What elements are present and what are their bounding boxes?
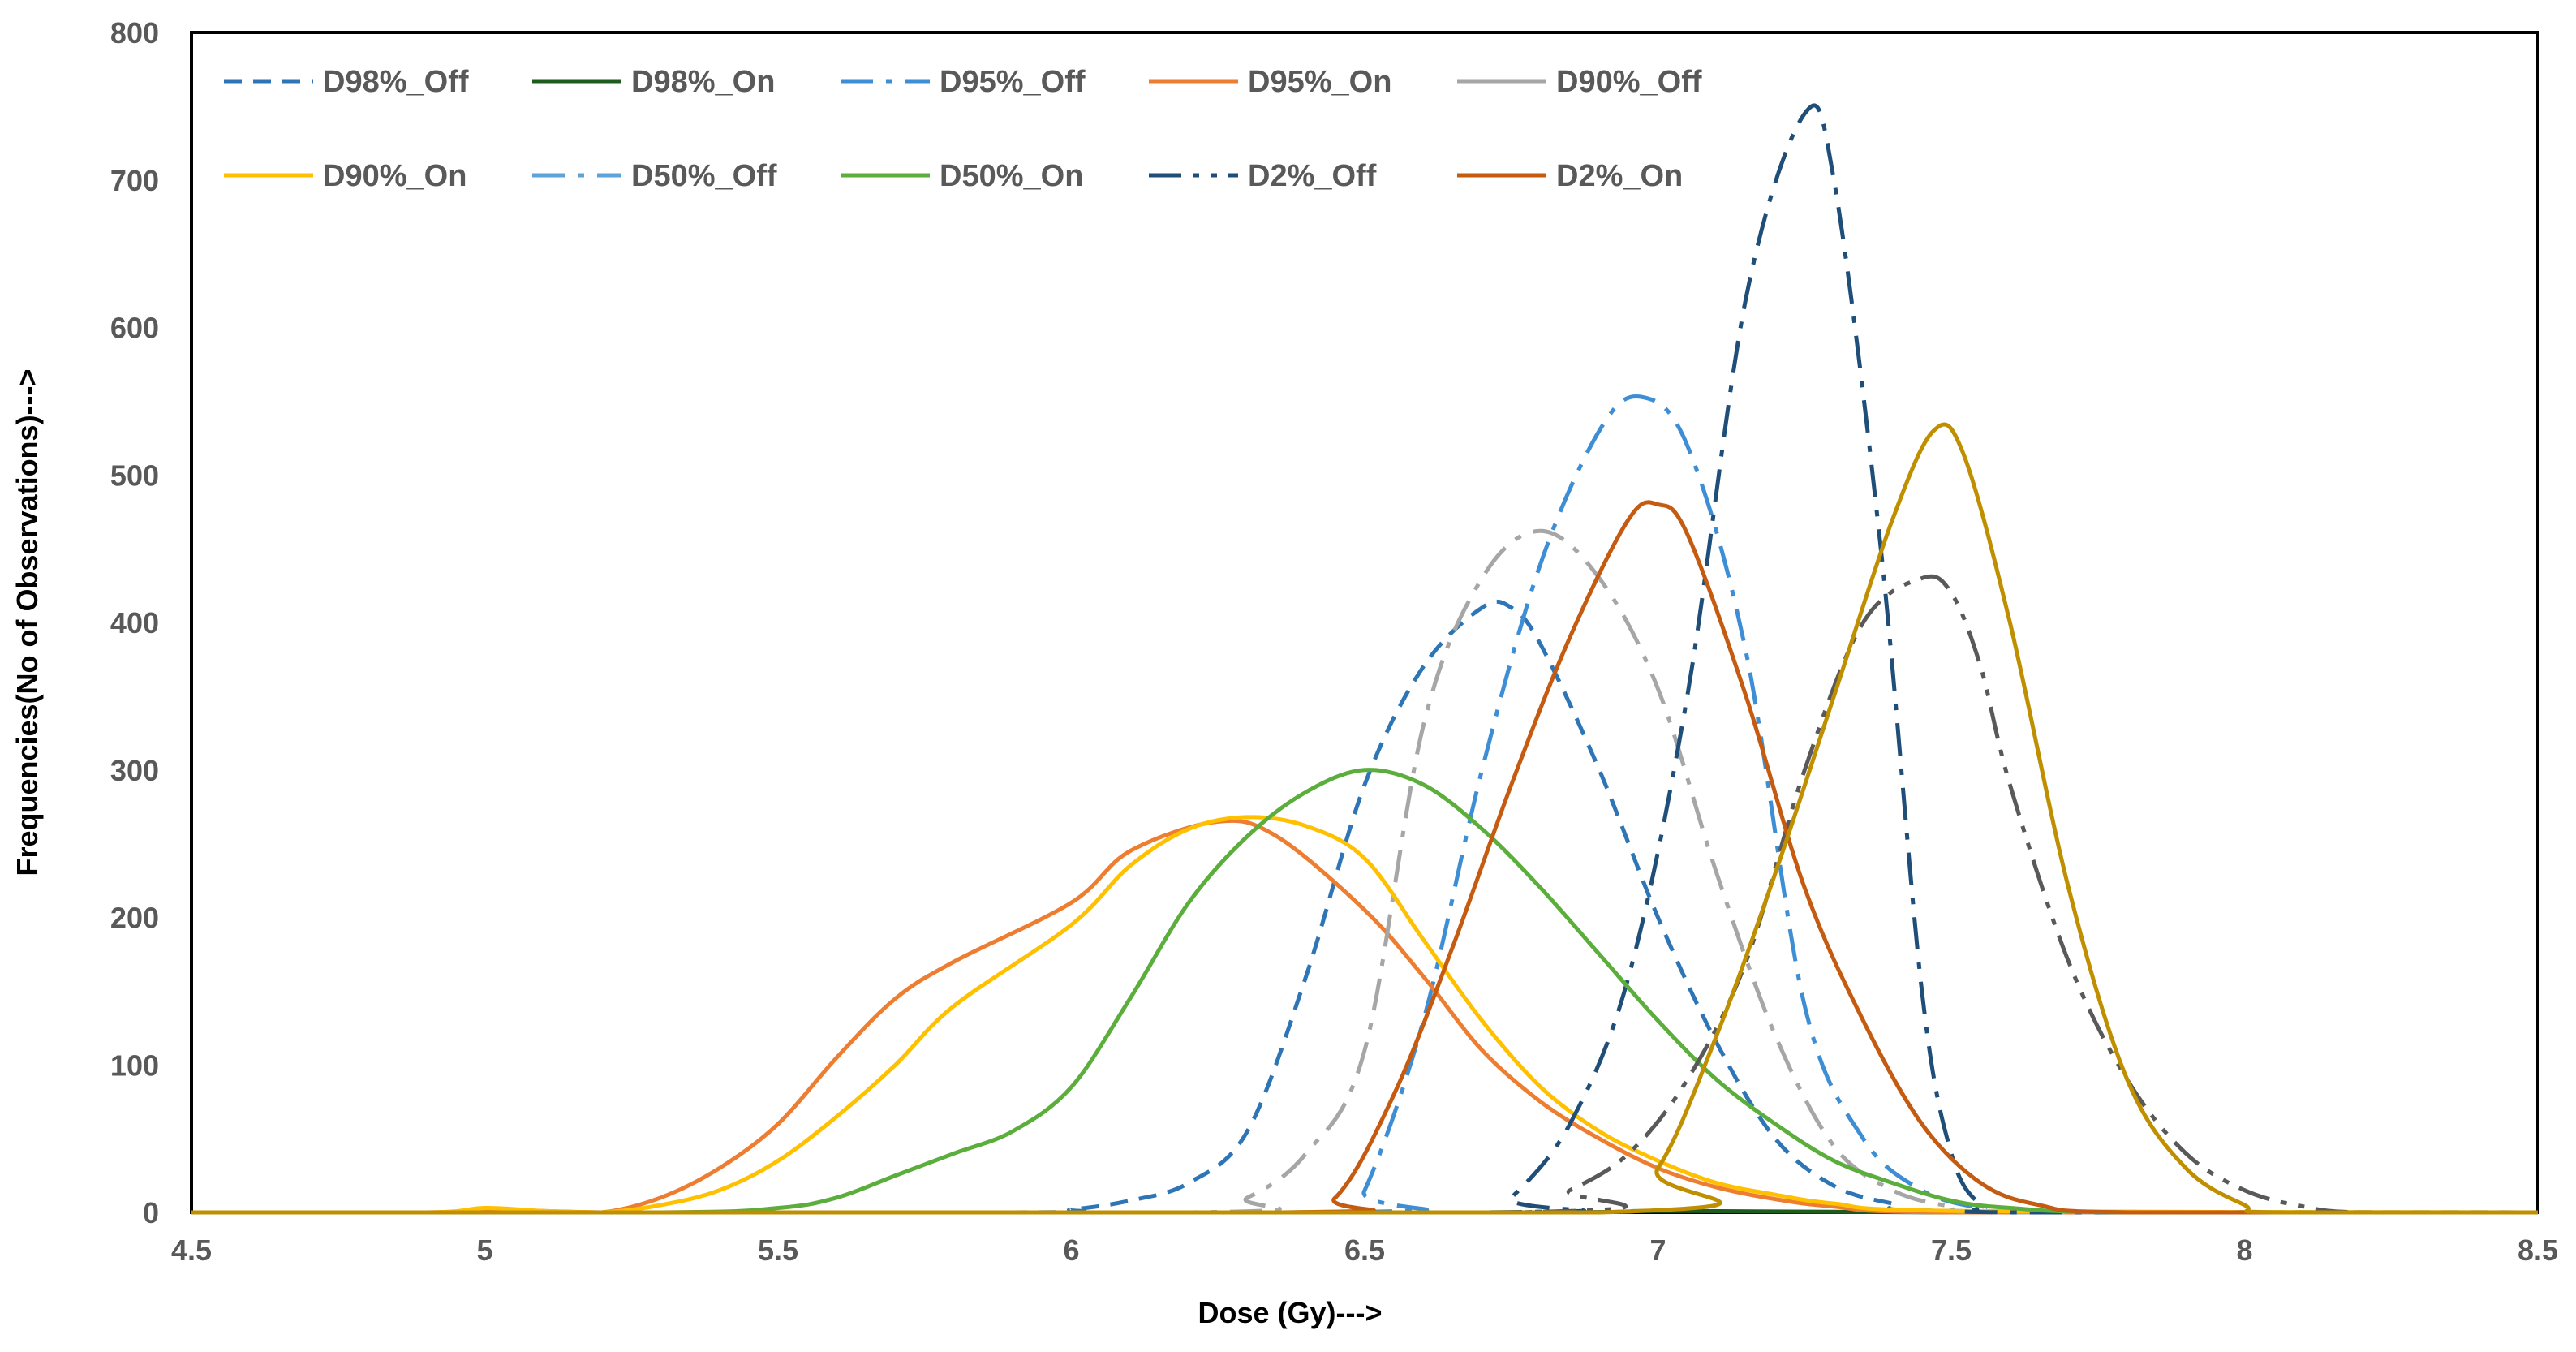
legend-entry: D50%_On (841, 159, 1083, 193)
legend-label: D98%_Off (323, 65, 469, 99)
y-tick-label: 0 (143, 1196, 159, 1229)
legend-label: D90%_Off (1556, 65, 1702, 99)
legend-entry: D95%_Off (841, 65, 1086, 99)
x-tick-label: 8.5 (2518, 1234, 2558, 1267)
legend-label: D95%_On (1248, 65, 1391, 99)
legend-entry: D2%_Off (1149, 159, 1377, 193)
legend-label: D90%_On (323, 159, 467, 193)
y-tick-label: 300 (110, 754, 159, 787)
legend-entry: D98%_Off (224, 65, 469, 99)
x-tick-label: 7.5 (1931, 1234, 1972, 1267)
legend-label: D95%_Off (940, 65, 1086, 99)
x-tick-label: 6.5 (1344, 1234, 1385, 1267)
y-axis-title: Frequencies(No of Observations)---> (11, 368, 44, 876)
y-tick-label: 700 (110, 164, 159, 197)
x-tick-label: 5 (476, 1234, 492, 1267)
series-line-d50-on (191, 768, 2538, 1215)
legend: D98%_Off D98%_On D95%_Off D95%_On D90%_Off D9… (224, 65, 1702, 193)
x-tick-label: 6 (1063, 1234, 1079, 1267)
legend-entry: D90%_Off (1457, 65, 1702, 99)
x-axis-title: Dose (Gy)---> (1198, 1296, 1382, 1329)
legend-label: D98%_On (631, 65, 775, 99)
y-tick-label: 200 (110, 902, 159, 935)
legend-entry: D50%_Off (532, 159, 777, 193)
legend-label: D50%_On (940, 159, 1083, 193)
legend-entry: D98%_On (532, 65, 775, 99)
legend-entry: D95%_On (1149, 65, 1391, 99)
series-layer (191, 103, 2539, 1215)
x-tick-label: 5.5 (758, 1234, 798, 1267)
legend-entry: D90%_On (224, 159, 467, 193)
legend-entry: D2%_On (1457, 159, 1683, 193)
series-line-d2-off (191, 574, 2538, 1215)
legend-label: D2%_On (1556, 159, 1683, 193)
y-tick-label: 600 (110, 312, 159, 345)
series-line-d90-off (191, 528, 2538, 1215)
y-tick-label: 800 (110, 16, 159, 50)
y-tick-label: 100 (110, 1048, 159, 1082)
legend-label: D50%_Off (631, 159, 777, 193)
x-tick-label: 8 (2236, 1234, 2252, 1267)
series-line-d98-off (191, 599, 2539, 1215)
series-line-d2-on-olive (191, 422, 2538, 1215)
legend-label: D2%_Off (1248, 159, 1377, 193)
x-tick-label: 4.5 (171, 1234, 212, 1267)
series-line-d95-off (191, 394, 2538, 1215)
y-tick-label: 400 (110, 606, 159, 639)
y-tick-label: 500 (110, 459, 159, 492)
tick-layer: 4.5 5 5.5 6 6.5 7 7.5 8 8.5 0 100 200 300 400 500 600 70… (110, 16, 2558, 1267)
plot-area-frame (190, 31, 2539, 1214)
x-tick-label: 7 (1649, 1234, 1666, 1267)
